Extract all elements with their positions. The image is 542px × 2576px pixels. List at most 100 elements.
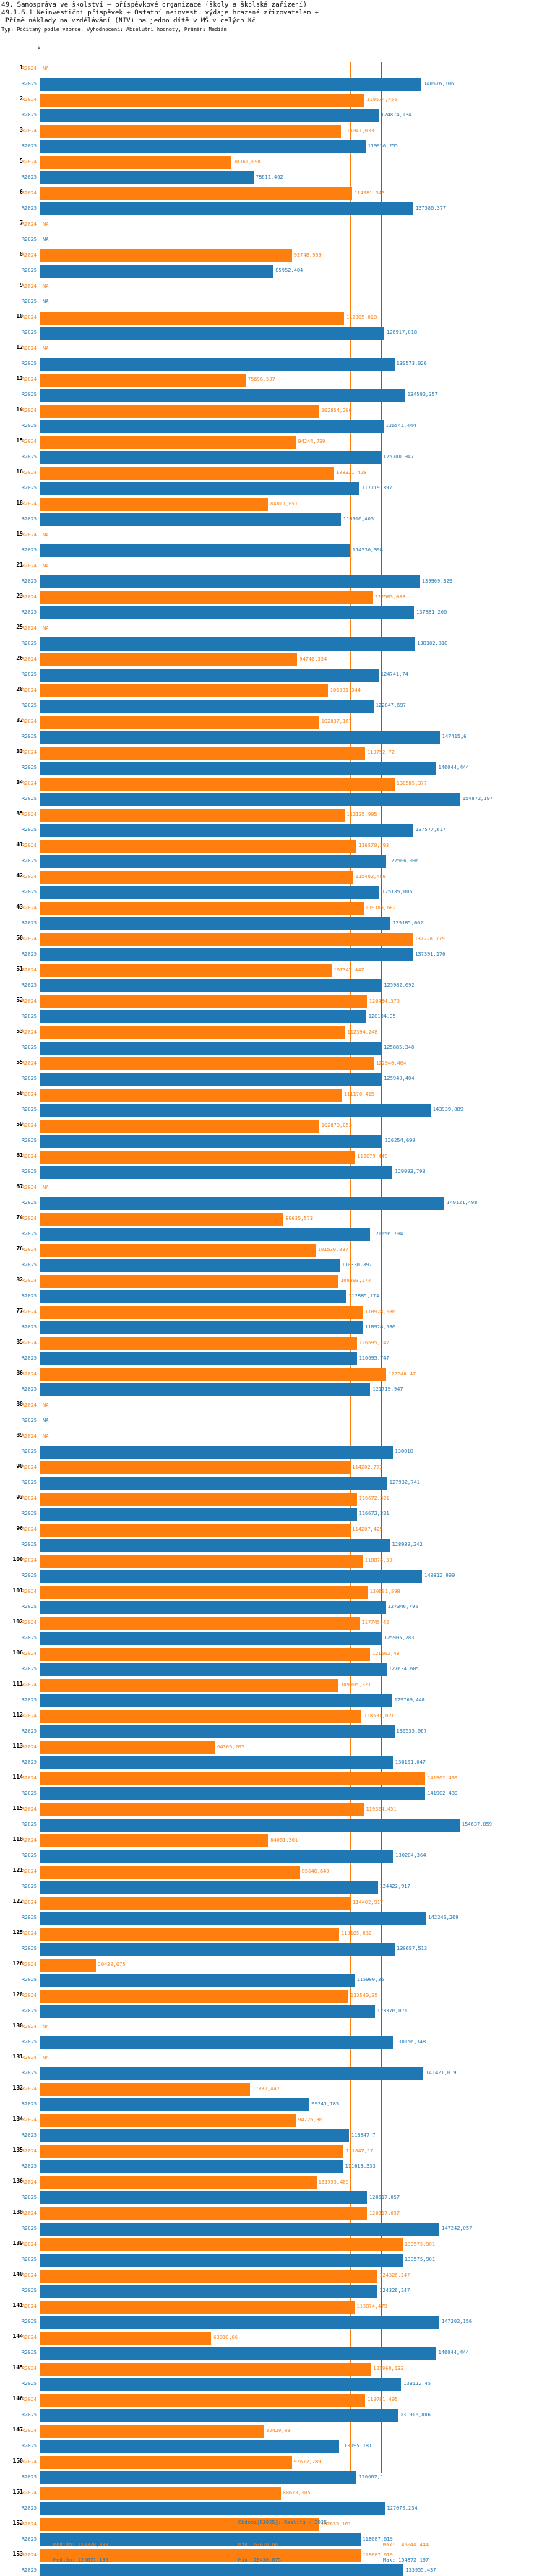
bar-row[interactable]: R2025 137586,377: [0, 202, 542, 217]
bar-row[interactable]: R2024 NA: [0, 2051, 542, 2066]
bar[interactable]: [40, 1601, 386, 1614]
bar-row[interactable]: R2025 127506,096: [0, 854, 542, 870]
bar[interactable]: [40, 1850, 394, 1863]
bar[interactable]: [40, 2549, 361, 2562]
bar[interactable]: [40, 513, 341, 526]
bar-row[interactable]: R2024 121960,133: [0, 2362, 542, 2377]
bar-row[interactable]: R2024 108321,428: [0, 466, 542, 481]
bar[interactable]: [40, 1368, 387, 1381]
bar[interactable]: [40, 684, 328, 697]
bar[interactable]: [40, 389, 405, 402]
bar[interactable]: [40, 78, 422, 91]
bar[interactable]: [40, 2285, 378, 2298]
bar[interactable]: [40, 1787, 426, 1800]
bar-row[interactable]: R2024 114981,543: [0, 186, 542, 202]
bar[interactable]: [40, 2440, 340, 2453]
bar-row[interactable]: R2025 126917,018: [0, 326, 542, 341]
bar-row[interactable]: R2025 128939,242: [0, 1538, 542, 1553]
bar-row[interactable]: R2024 114202,773: [0, 1461, 542, 1476]
bar-row[interactable]: R2025 147415,6: [0, 730, 542, 745]
bar-row[interactable]: R2025 121656,794: [0, 1227, 542, 1242]
bar-row[interactable]: R2025 143939,889: [0, 1103, 542, 1118]
bar-row[interactable]: R2025 131916,806: [0, 2408, 542, 2423]
bar[interactable]: [40, 1383, 371, 1396]
bar-row[interactable]: R2025 141902,439: [0, 1787, 542, 1802]
bar[interactable]: [40, 2005, 375, 2018]
bar-row[interactable]: R2024 116672,321: [0, 1492, 542, 1507]
bar-row[interactable]: R2025 125885,348: [0, 1041, 542, 1056]
bar[interactable]: [40, 1104, 431, 1117]
bar[interactable]: [40, 979, 382, 992]
bar-row[interactable]: R2025 127070,234: [0, 2502, 542, 2517]
bar-row[interactable]: R2024 130585,377: [0, 777, 542, 792]
bar[interactable]: [40, 2394, 366, 2407]
bar[interactable]: [40, 156, 231, 169]
bar-row[interactable]: R2025 112885,174: [0, 1289, 542, 1305]
bar[interactable]: [40, 824, 413, 837]
bar[interactable]: [40, 809, 345, 822]
bar-row[interactable]: R2024 102879,053: [0, 1119, 542, 1134]
bar-row[interactable]: R2025 130156,348: [0, 2035, 542, 2051]
bar[interactable]: [40, 840, 357, 853]
bar[interactable]: [40, 1446, 393, 1459]
bar[interactable]: [40, 1990, 348, 2003]
bar-row[interactable]: R2024 77337,447: [0, 2082, 542, 2098]
bar[interactable]: [40, 669, 379, 682]
bar[interactable]: [40, 374, 246, 387]
bar-row[interactable]: R2024 120517,057: [0, 2207, 542, 2222]
bar-row[interactable]: R2025 147202,156: [0, 2315, 542, 2330]
bar-row[interactable]: R2024 63010,66: [0, 2331, 542, 2346]
bar[interactable]: [40, 1617, 360, 1630]
bar[interactable]: [40, 2518, 319, 2531]
bar-row[interactable]: R2025 124326,147: [0, 2284, 542, 2299]
bar[interactable]: [40, 1057, 374, 1070]
bar-row[interactable]: R2025 99241,185: [0, 2098, 542, 2113]
bar[interactable]: [40, 871, 353, 884]
bar-row[interactable]: R2024 121562,43: [0, 1647, 542, 1662]
bar[interactable]: [40, 1912, 426, 1925]
bar[interactable]: [40, 855, 387, 868]
bar-row[interactable]: R2024 116079,449: [0, 1150, 542, 1165]
bar[interactable]: [40, 140, 366, 153]
bar-row[interactable]: R2024 92672,289: [0, 2455, 542, 2470]
bar-row[interactable]: R2024 75696,507: [0, 373, 542, 388]
bar[interactable]: [40, 1166, 393, 1179]
bar[interactable]: [40, 1881, 378, 1894]
bar-row[interactable]: R2025 130010: [0, 1445, 542, 1460]
bar[interactable]: [40, 591, 373, 604]
bar[interactable]: [40, 2533, 361, 2546]
bar-row[interactable]: R2024 NA: [0, 2020, 542, 2035]
bar[interactable]: [40, 1834, 269, 1847]
bar-row[interactable]: R2025 146044,444: [0, 761, 542, 776]
bar[interactable]: [40, 2502, 385, 2515]
bar[interactable]: [40, 1151, 356, 1164]
bar[interactable]: [40, 1570, 423, 1583]
bar-row[interactable]: R2025 139969,329: [0, 575, 542, 590]
bar[interactable]: [40, 405, 319, 418]
bar-row[interactable]: R2024 101530,897: [0, 1243, 542, 1258]
bar-row[interactable]: R2024 114207,425: [0, 1523, 542, 1538]
bar-row[interactable]: R2024 114402,917: [0, 1896, 542, 1911]
bar-row[interactable]: R2025 NA: [0, 1414, 542, 1429]
bar-row[interactable]: R2024 NA: [0, 528, 542, 544]
bar-row[interactable]: R2024 NA: [0, 342, 542, 357]
bar-row[interactable]: R2025 133112,45: [0, 2377, 542, 2392]
bar-row[interactable]: R2024 110105,082: [0, 1927, 542, 1942]
bar[interactable]: [40, 1694, 392, 1707]
bar-row[interactable]: R2024 137228,779: [0, 932, 542, 948]
bar[interactable]: [40, 467, 335, 480]
bar-row[interactable]: R2024 84061,301: [0, 1834, 542, 1849]
bar[interactable]: [40, 948, 413, 961]
bar[interactable]: [40, 1244, 316, 1257]
bar-row[interactable]: R2024 127546,47: [0, 1368, 542, 1383]
bar-row[interactable]: R2024 94226,361: [0, 2113, 542, 2129]
bar[interactable]: [40, 498, 269, 511]
bar[interactable]: [40, 2363, 371, 2376]
bar[interactable]: [40, 187, 353, 200]
bar-row[interactable]: R2024 89635,573: [0, 1212, 542, 1227]
bar-row[interactable]: R2024 115402,486: [0, 870, 542, 885]
bar[interactable]: [40, 902, 364, 915]
bar-row[interactable]: R2025 141421,019: [0, 2066, 542, 2082]
bar-row[interactable]: R2025 130573,026: [0, 357, 542, 372]
bar-row[interactable]: R2025 125185,005: [0, 885, 542, 901]
